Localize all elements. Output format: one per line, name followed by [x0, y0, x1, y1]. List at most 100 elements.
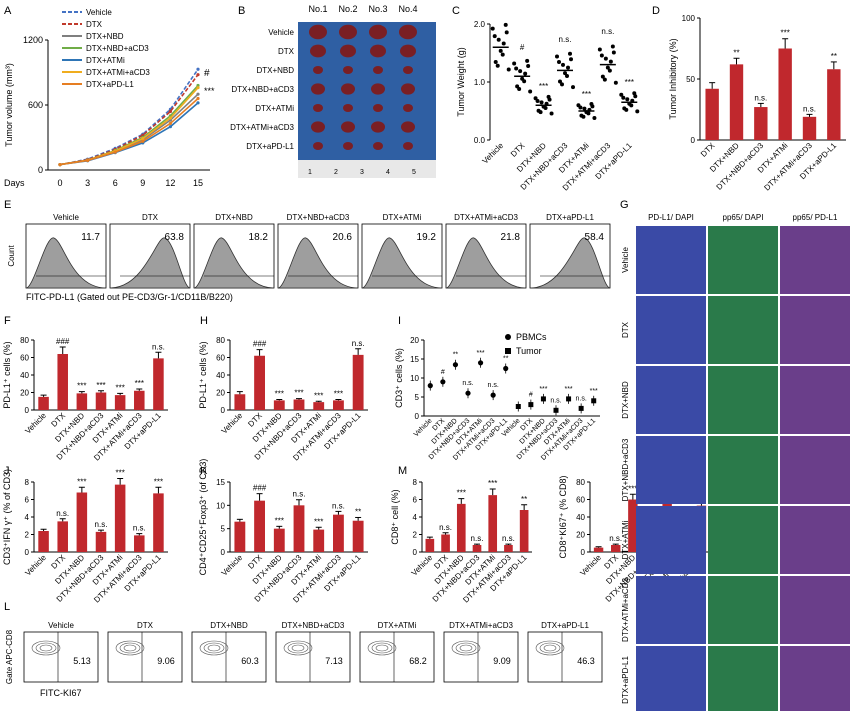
data-point — [168, 109, 172, 114]
y-axis-label: CD8⁺KI67⁺ (% CD8) — [558, 475, 568, 558]
panel-label-c: C — [452, 5, 460, 17]
data-point — [141, 139, 145, 143]
legend-label: PBMCs — [516, 332, 547, 342]
y-tick-label: 2.0 — [474, 20, 486, 29]
significance-label: ** — [521, 495, 527, 504]
histogram-title: DTX+NBD+aCD3 — [287, 213, 350, 222]
contour-title: DTX+aPD-L1 — [541, 621, 589, 630]
y-tick-label: 0 — [25, 406, 30, 415]
microscopy-row-label: Vehicle — [621, 247, 630, 273]
data-point — [196, 67, 200, 71]
microscopy-image — [708, 366, 778, 434]
microscopy-image — [780, 506, 850, 574]
significance-label: n.s. — [559, 35, 572, 44]
histogram-title: Vehicle — [53, 213, 79, 222]
bar — [456, 503, 466, 552]
tumor — [311, 121, 325, 133]
x-axis-label: FITC-KI67 — [40, 688, 82, 698]
ruler-label: 4 — [386, 169, 390, 176]
contour-ring — [543, 644, 557, 652]
y-tick-label: 0 — [38, 165, 43, 175]
contour-ring — [39, 644, 53, 652]
data-point — [558, 79, 562, 84]
y-tick-label: 80 — [20, 336, 29, 345]
panel-label-h: H — [200, 315, 208, 327]
ruler — [298, 160, 436, 178]
microscopy-image — [780, 226, 850, 294]
data-point — [571, 85, 575, 90]
bar — [441, 534, 450, 552]
bar — [273, 528, 285, 552]
bar — [504, 545, 513, 552]
significance-label: n.s. — [462, 380, 473, 387]
histogram-curve — [529, 237, 611, 289]
histogram-curve — [277, 237, 359, 289]
significance-label: n.s. — [601, 27, 614, 36]
data-point — [607, 68, 612, 73]
data-point — [592, 115, 597, 120]
bar — [802, 116, 817, 140]
significance-label: n.s. — [803, 104, 816, 113]
tumor — [371, 121, 385, 133]
y-axis-label: Tumor Inhibitory (%) — [668, 38, 678, 119]
microscopy-image — [780, 296, 850, 364]
tumor — [403, 104, 413, 112]
microscopy-image — [780, 646, 850, 714]
bar — [38, 396, 49, 410]
microscopy-column-label: PD-L1/ DAPI — [648, 213, 694, 222]
significance-label: *** — [154, 477, 163, 486]
tumor — [373, 104, 383, 112]
histogram-title: DTX+ATMi — [383, 213, 422, 222]
x-tick-label: 3 — [85, 178, 90, 188]
significance-label: n.s. — [439, 523, 452, 532]
significance-label: # — [520, 43, 525, 52]
data-point — [561, 62, 565, 67]
x-axis-label: Days — [4, 178, 25, 188]
y-tick-label: 20 — [20, 389, 29, 398]
contour-title: DTX+ATMi+aCD3 — [449, 621, 513, 630]
y-tick-label: 5 — [415, 393, 420, 402]
column-label: No.2 — [338, 4, 357, 14]
tumor — [343, 142, 353, 150]
gate-percentage: 68.2 — [409, 656, 427, 666]
bar — [827, 69, 841, 140]
microscopy-image — [708, 436, 778, 504]
panel-label-e: E — [4, 199, 11, 211]
significance-label: *** — [115, 383, 124, 392]
data-point — [514, 66, 519, 71]
significance-label: n.s. — [575, 395, 586, 402]
y-tick-label: 5 — [221, 525, 226, 534]
data-point — [512, 61, 517, 66]
contour-ring — [203, 642, 225, 654]
data-point — [493, 60, 498, 65]
series-line — [59, 68, 199, 166]
significance-label: *** — [294, 389, 303, 398]
contour-frame — [359, 631, 435, 683]
y-tick-label: 8 — [413, 478, 418, 487]
significance-label: # — [441, 369, 445, 376]
bar — [778, 48, 792, 140]
contour-title: Vehicle — [48, 621, 74, 630]
data-point — [608, 59, 613, 64]
bar — [293, 505, 305, 552]
bar — [488, 495, 498, 552]
significance-label: *** — [625, 78, 634, 87]
microscopy-image — [708, 296, 778, 364]
y-tick-label: 15 — [216, 478, 225, 487]
panel-e-histograms: Vehicle 11.7 DTX 63.8 DTX+NBD 18.2 DTX+NBD+aCD… — [7, 213, 611, 302]
bar — [134, 535, 145, 552]
gate-percentage: 58.4 — [585, 232, 605, 243]
data-point — [113, 150, 117, 154]
y-axis-label: Count — [7, 245, 16, 267]
bar — [95, 392, 107, 410]
data-point — [605, 65, 610, 70]
data-point — [526, 63, 531, 68]
y-tick-label: 100 — [682, 14, 696, 23]
data-point — [535, 99, 540, 104]
panel-label-j: J — [4, 465, 10, 477]
microscopy-image — [636, 296, 706, 364]
y-tick-label: 0 — [691, 136, 696, 145]
